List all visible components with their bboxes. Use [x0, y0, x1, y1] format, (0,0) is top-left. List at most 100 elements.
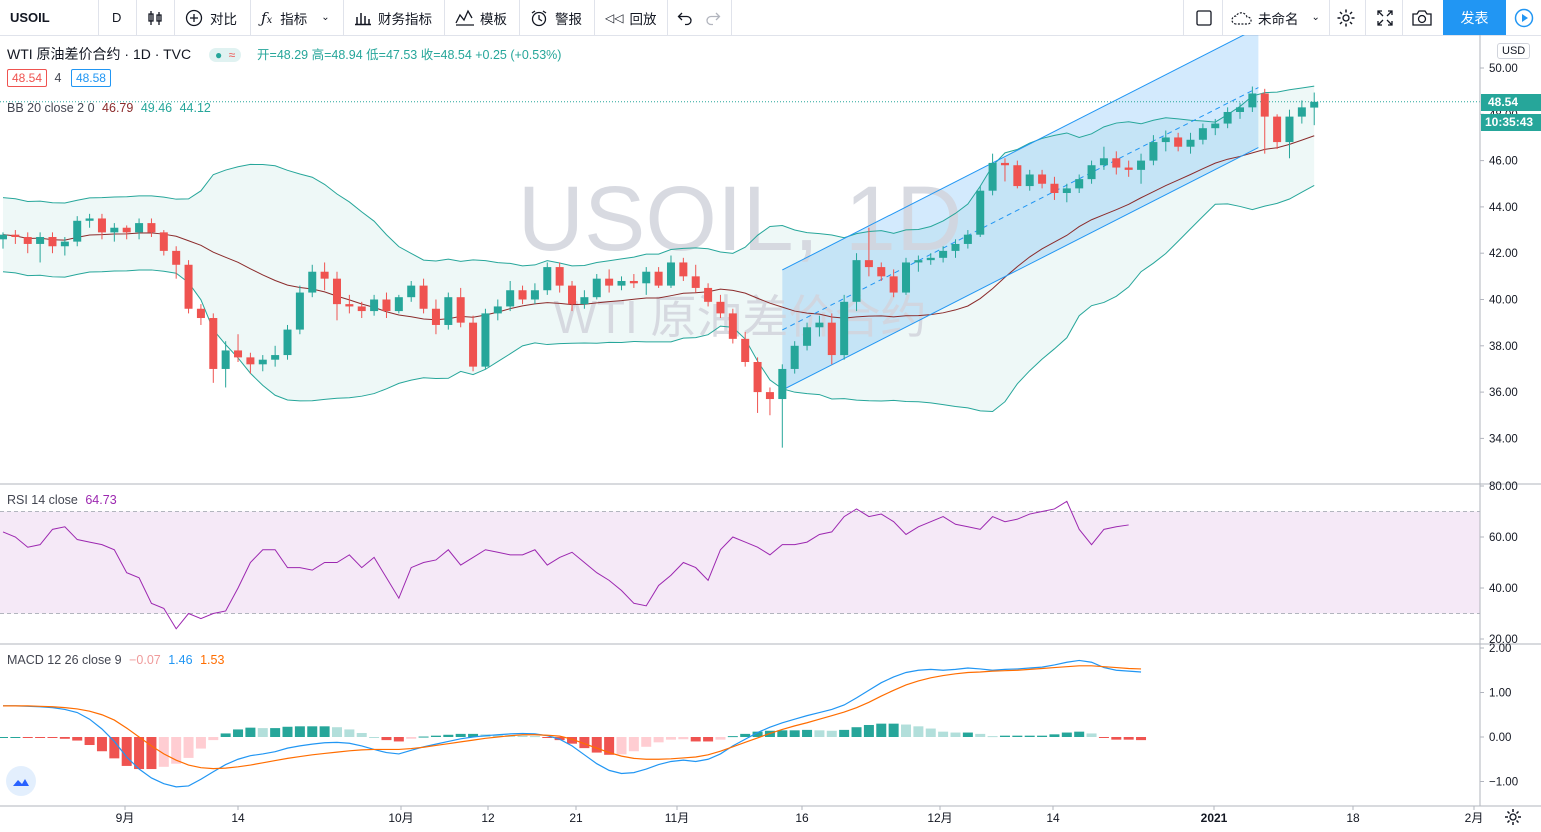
- candle-body[interactable]: [1248, 93, 1257, 108]
- candle-body[interactable]: [209, 318, 218, 369]
- candle-body[interactable]: [530, 290, 539, 300]
- candle-body[interactable]: [852, 260, 861, 302]
- candle-body[interactable]: [889, 276, 898, 293]
- chart-canvas[interactable]: USOIL, 1D WTI 原油差价合约 50.0048.0046.0044.0…: [0, 35, 1541, 831]
- candle-body[interactable]: [939, 250, 948, 258]
- redo-button[interactable]: [705, 0, 721, 35]
- candle-body[interactable]: [716, 301, 725, 314]
- chart-type-button[interactable]: [146, 0, 164, 35]
- candle-body[interactable]: [1149, 142, 1158, 161]
- candle-body[interactable]: [345, 304, 354, 307]
- candle-body[interactable]: [1000, 162, 1009, 166]
- candle-body[interactable]: [308, 271, 317, 293]
- candle-body[interactable]: [580, 297, 589, 305]
- candle-body[interactable]: [753, 362, 762, 393]
- alert-button[interactable]: 警报: [529, 0, 582, 35]
- candle-body[interactable]: [741, 338, 750, 363]
- candle-body[interactable]: [704, 287, 713, 302]
- candle-body[interactable]: [1174, 137, 1183, 147]
- candle-body[interactable]: [11, 234, 20, 237]
- candle-body[interactable]: [394, 297, 403, 312]
- candle-body[interactable]: [778, 368, 787, 400]
- candle-body[interactable]: [407, 285, 416, 298]
- scale-settings-button[interactable]: [1503, 807, 1523, 832]
- candle-body[interactable]: [320, 271, 329, 279]
- candle-body[interactable]: [159, 232, 168, 251]
- candle-body[interactable]: [1112, 158, 1121, 168]
- layout-menu-button[interactable]: 未命名 ⌄: [1230, 0, 1320, 35]
- candle-body[interactable]: [283, 329, 292, 356]
- settings-button[interactable]: [1336, 0, 1356, 35]
- candle-body[interactable]: [568, 285, 577, 305]
- candle-body[interactable]: [1087, 165, 1096, 180]
- candle-body[interactable]: [1285, 116, 1294, 143]
- ask-price[interactable]: 48.58: [70, 69, 111, 87]
- candle-body[interactable]: [1038, 174, 1047, 184]
- candle-body[interactable]: [518, 290, 527, 300]
- compare-button[interactable]: 对比: [185, 0, 237, 35]
- candle-body[interactable]: [122, 227, 131, 233]
- candle-body[interactable]: [605, 278, 614, 286]
- candle-body[interactable]: [1198, 128, 1207, 140]
- candle-body[interactable]: [629, 280, 638, 284]
- candle-body[interactable]: [1297, 107, 1306, 117]
- fullscreen-select-button[interactable]: [1195, 0, 1213, 35]
- candle-body[interactable]: [258, 359, 267, 365]
- bid-price[interactable]: 48.54: [7, 69, 48, 87]
- play-button[interactable]: [1507, 0, 1541, 35]
- candle-body[interactable]: [1099, 158, 1108, 166]
- candle-body[interactable]: [73, 220, 82, 242]
- candle-body[interactable]: [332, 278, 341, 305]
- candle-body[interactable]: [815, 322, 824, 328]
- candle-body[interactable]: [357, 306, 366, 312]
- candle-body[interactable]: [48, 236, 57, 247]
- candle-body[interactable]: [951, 243, 960, 251]
- candle-body[interactable]: [1161, 137, 1170, 143]
- candle-body[interactable]: [914, 260, 923, 263]
- candle-body[interactable]: [1236, 107, 1244, 112]
- candle-body[interactable]: [493, 306, 502, 314]
- candle-body[interactable]: [97, 218, 106, 233]
- candle-body[interactable]: [963, 234, 972, 244]
- replay-button[interactable]: ◁◁ 回放: [605, 0, 656, 35]
- symbol-search[interactable]: USOIL: [10, 10, 50, 25]
- candle-body[interactable]: [864, 260, 873, 268]
- candle-body[interactable]: [666, 262, 675, 286]
- candle-body[interactable]: [1273, 116, 1282, 143]
- candle-body[interactable]: [877, 267, 886, 277]
- candle-body[interactable]: [926, 257, 935, 261]
- candle-body[interactable]: [172, 250, 181, 265]
- candle-body[interactable]: [1050, 183, 1059, 194]
- tradingview-logo[interactable]: [6, 766, 36, 796]
- candle-body[interactable]: [135, 223, 144, 233]
- candle-body[interactable]: [1260, 93, 1269, 117]
- currency-label[interactable]: USD: [1497, 43, 1531, 59]
- templates-button[interactable]: 模板: [455, 0, 507, 35]
- candle-body[interactable]: [1062, 188, 1071, 194]
- candle-body[interactable]: [654, 271, 663, 286]
- candle-body[interactable]: [1186, 139, 1195, 147]
- publish-button[interactable]: 发表: [1443, 0, 1506, 35]
- candle-body[interactable]: [840, 301, 849, 356]
- candle-body[interactable]: [110, 227, 119, 233]
- candle-body[interactable]: [765, 392, 774, 400]
- candle-body[interactable]: [976, 190, 985, 235]
- candle-body[interactable]: [1013, 165, 1022, 187]
- candle-body[interactable]: [543, 267, 552, 291]
- candle-body[interactable]: [1310, 101, 1319, 108]
- fullscreen-button[interactable]: [1376, 0, 1394, 35]
- candle-body[interactable]: [431, 308, 440, 325]
- candle-body[interactable]: [617, 280, 626, 286]
- candle-body[interactable]: [827, 322, 836, 356]
- snapshot-button[interactable]: [1411, 0, 1433, 35]
- candle-body[interactable]: [196, 308, 205, 319]
- candle-body[interactable]: [642, 271, 651, 284]
- candle-body[interactable]: [1075, 179, 1084, 189]
- candle-body[interactable]: [60, 241, 69, 247]
- candle-body[interactable]: [592, 278, 601, 298]
- candle-body[interactable]: [184, 264, 193, 309]
- candle-body[interactable]: [382, 299, 391, 312]
- candle-body[interactable]: [1137, 160, 1146, 170]
- candle-body[interactable]: [23, 236, 32, 244]
- candle-body[interactable]: [506, 290, 515, 307]
